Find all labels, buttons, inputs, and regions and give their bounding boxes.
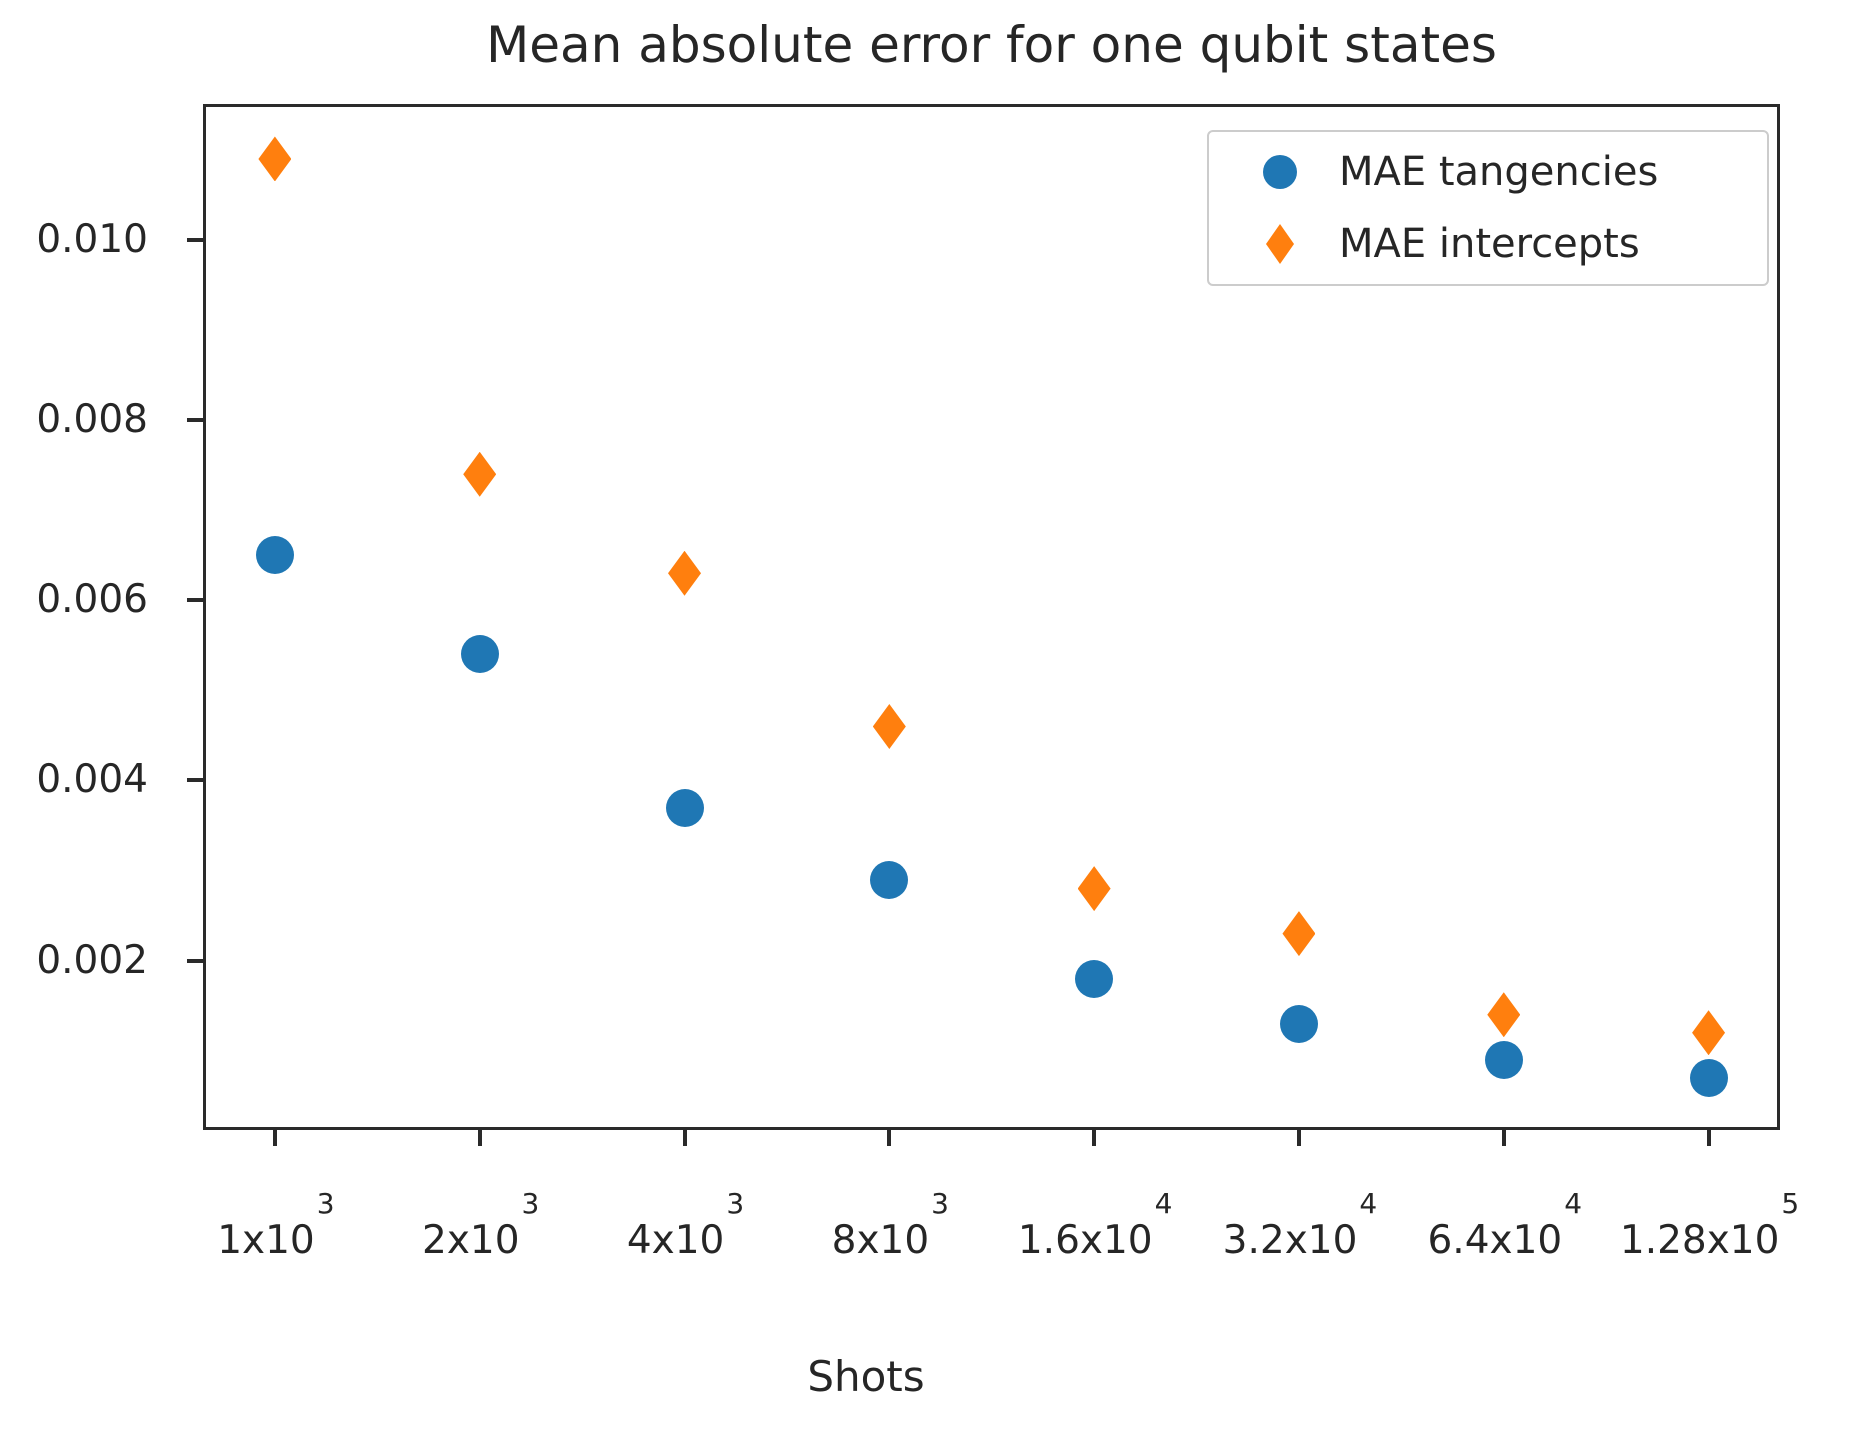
x-tick-label: 6.4x104 [1364,1190,1644,1264]
legend-item-intercepts: MAE intercepts [1251,213,1767,275]
x-tick-label: 2x103 [340,1190,620,1264]
y-tick-label: 0.006 [36,577,148,623]
x-tick-label-base: 1.28x10 [1619,1218,1780,1263]
y-tick-label: 0.010 [36,217,148,263]
y-tick-mark [187,598,203,603]
legend-label: MAE intercepts [1339,221,1640,267]
y-tick-mark [187,418,203,423]
legend-circle-marker-icon [1263,155,1297,189]
x-tick-mark [1092,1130,1097,1146]
x-tick-label: 3.2x104 [1159,1190,1439,1264]
x-tick-label-base: 1.6x10 [1017,1218,1153,1263]
x-tick-label-exponent: 3 [316,1187,335,1220]
data-point-circle [255,536,294,575]
x-tick-mark [1296,1130,1301,1146]
x-tick-label-exponent: 3 [931,1187,949,1220]
x-tick-label-exponent: 3 [726,1187,745,1220]
legend-label: MAE tangencies [1339,149,1659,195]
x-tick-label: 8x103 [749,1190,1029,1264]
x-tick-label-base: 4x10 [626,1218,725,1263]
x-axis-title: Shots [807,1352,925,1401]
y-tick-label: 0.004 [36,757,148,803]
x-tick-label-exponent: 3 [521,1187,540,1220]
x-tick-mark [1501,1130,1506,1146]
x-tick-mark [887,1130,892,1146]
x-tick-label-exponent: 4 [1359,1187,1378,1220]
x-tick-label: 1.28x105 [1569,1190,1849,1264]
x-tick-label-base: 1x10 [217,1218,315,1263]
chart-title: Mean absolute error for one qubit states [486,16,1497,74]
x-tick-label-exponent: 4 [1154,1187,1173,1220]
data-point-circle [1484,1040,1523,1079]
y-tick-mark [187,238,203,243]
x-tick-mark [477,1130,482,1146]
y-tick-label: 0.002 [36,937,148,983]
y-tick-label: 0.008 [36,397,148,443]
x-tick-label-exponent: 4 [1564,1187,1583,1220]
y-tick-mark [187,778,203,783]
legend: MAE tangencies MAE intercepts [1207,130,1769,286]
data-point-circle [1279,1004,1318,1043]
x-tick-label: 1.6x104 [954,1190,1234,1264]
x-tick-label: 1x103 [135,1190,415,1264]
data-point-circle [460,635,499,674]
x-tick-mark [1706,1130,1711,1146]
data-point-circle [1075,959,1114,998]
y-tick-mark [187,958,203,963]
x-tick-mark [682,1130,687,1146]
legend-diamond-marker-icon [1266,224,1294,264]
x-tick-label: 4x103 [545,1190,825,1264]
data-point-circle [665,788,704,827]
x-tick-label-base: 6.4x10 [1427,1218,1563,1263]
x-tick-label-base: 8x10 [831,1218,930,1263]
x-tick-mark [272,1130,277,1146]
legend-item-tangencies: MAE tangencies [1251,141,1767,203]
data-point-circle [870,860,909,899]
x-tick-label-exponent: 5 [1781,1187,1800,1220]
x-tick-label-base: 3.2x10 [1222,1218,1358,1263]
data-point-circle [1689,1058,1728,1097]
x-tick-label-base: 2x10 [422,1218,520,1263]
